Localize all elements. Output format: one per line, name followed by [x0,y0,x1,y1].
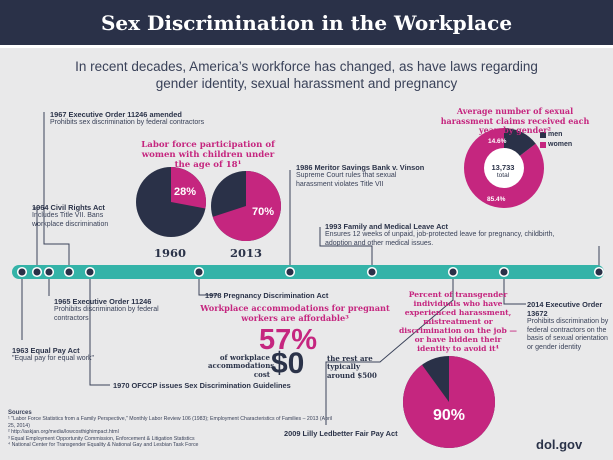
sources: Sources ¹ "Labor Force Statistics from a… [8,410,338,448]
donut-label-women: 85.4% [487,196,506,203]
timeline-bar [12,265,604,279]
pregnancy-text: of workplace accommodations cost [208,353,275,379]
sources-heading: Sources [8,410,32,416]
donut-hole [484,148,524,188]
timeline-dot-1970 [84,266,96,278]
pregnancy-percent: 57% [259,324,318,356]
pregnancy-rest-text: the rest are typically around $500 [327,354,377,380]
event-year: 1978 [205,291,222,300]
timeline-dot-1993 [366,266,378,278]
header-banner: Sex Discrimination in the Workplace [0,0,613,48]
event-title: Lilly Ledbetter Fair Pay Act [302,429,398,438]
pie-year-2013: 2013 [229,246,262,260]
event-title: OFCCP issues Sex Discrimination Guidelin… [131,381,291,390]
event-description: Prohibits sex discrimination by federal … [50,119,205,126]
donut-total: 13,733 [491,163,515,172]
pie-label-1960: 28% [173,186,197,198]
pie-chart-1960 [136,167,206,237]
harassment-chart-title: Average number of sexual harassment clai… [440,106,590,135]
event-year: 1963 [12,346,29,355]
event-title: Family and Medical Leave Act [343,222,448,231]
pregnancy-amount: $0 [271,347,305,380]
event-2014: 2014 Executive Order 13672 Prohibits dis… [527,300,609,352]
event-1993: 1993 Family and Medical Leave Act Ensure… [325,222,560,248]
event-year: 2014 [527,300,544,309]
event-description: Ensures 12 weeks of unpaid, job-protecte… [325,231,555,247]
donut-label-men: 14.6% [488,138,507,145]
event-description: "Equal pay for equal work" [12,355,95,362]
event-description: Includes Title VII. Bans workplace discr… [32,212,109,228]
pie-chart-2013 [211,171,281,241]
timeline-dots [16,266,605,278]
timeline-dot-1986 [284,266,296,278]
event-title: Pregnancy Discrimination Act [223,291,329,300]
event-title: Equal Pay Act [30,346,80,355]
legend-women: women [548,141,573,148]
timeline-dot-1964 [31,266,43,278]
page-subtitle: In recent decades, America’s workforce h… [75,59,538,91]
pie-1960-slice [171,167,206,209]
source-item: ⁴ National Center for Transgender Equali… [8,442,199,449]
event-year: 1986 [296,163,313,172]
event-1965: 1965 Executive Order 11246 Prohibits dis… [54,297,194,323]
event-description: Supreme Court rules that sexual harassme… [296,172,397,188]
donut-chart-harassment [464,127,546,208]
pie-2013-slice [212,171,281,241]
event-description: Prohibits discrimination by federal cont… [54,306,159,322]
event-title: Meritor Savings Bank v. Vinson [314,163,425,172]
labor-chart-title: Labor force participation of women with … [141,140,275,170]
timeline-dot-2009 [447,266,459,278]
event-year: 1964 [32,203,49,212]
source-item: ² http://askjan.org/media/lowcosthighimp… [8,429,119,436]
event-1963: 1963 Equal Pay Act "Equal pay for equal … [12,346,122,364]
timeline-dot-end [593,266,605,278]
timeline-connectors [21,112,600,425]
event-1970: 1970 OFCCP issues Sex Discrimination Gui… [113,381,333,390]
event-title: Executive Order 11246 [72,297,152,306]
transgender-label: 90% [432,407,466,424]
event-2009: 2009 Lilly Ledbetter Fair Pay Act [284,429,444,438]
event-1964: 1964 Civil Rights Act Includes Title VII… [32,203,132,229]
pie-transgender-slice [403,356,496,448]
page-title: Sex Discrimination in the Workplace [100,11,513,35]
timeline-dot-1978 [193,266,205,278]
source-item: ³ Equal Employment Opportunity Commissio… [8,435,195,442]
donut-total-label: total [496,172,510,179]
event-title: Executive Order 11246 amended [68,110,182,119]
pie-chart-transgender [403,356,496,448]
legend-swatch-women [540,142,546,148]
timeline-dot-2014 [498,266,510,278]
event-title: Civil Rights Act [50,203,105,212]
brand-link[interactable]: dol.gov [536,437,583,452]
pie-year-1960: 1960 [153,246,186,260]
timeline-dot-1967 [63,266,75,278]
timeline-dot-1965 [43,266,55,278]
event-year: 1967 [50,110,67,119]
event-1978: 1978 Pregnancy Discrimination Act [205,291,385,300]
legend-swatch-men [540,132,546,138]
event-title: Executive Order 13672 [527,300,603,318]
event-year: 1965 [54,297,71,306]
event-description: Prohibits discrimination by federal cont… [527,318,609,351]
event-year: 1993 [325,222,342,231]
pregnancy-title: Workplace accommodations for pregnant wo… [200,303,390,323]
event-year: 2009 [284,429,301,438]
event-1986: 1986 Meritor Savings Bank v. Vinson Supr… [296,163,426,189]
timeline-dot-1963 [16,266,28,278]
source-item: ¹ "Labor Force Statistics from a Family … [8,416,332,429]
pie-label-2013: 70% [251,206,275,218]
event-1967: 1967 Executive Order 11246 amended Prohi… [50,110,230,128]
event-year: 1970 [113,381,130,390]
transgender-title: Percent of transgender individuals who h… [398,290,518,353]
legend-men: men [548,131,563,138]
